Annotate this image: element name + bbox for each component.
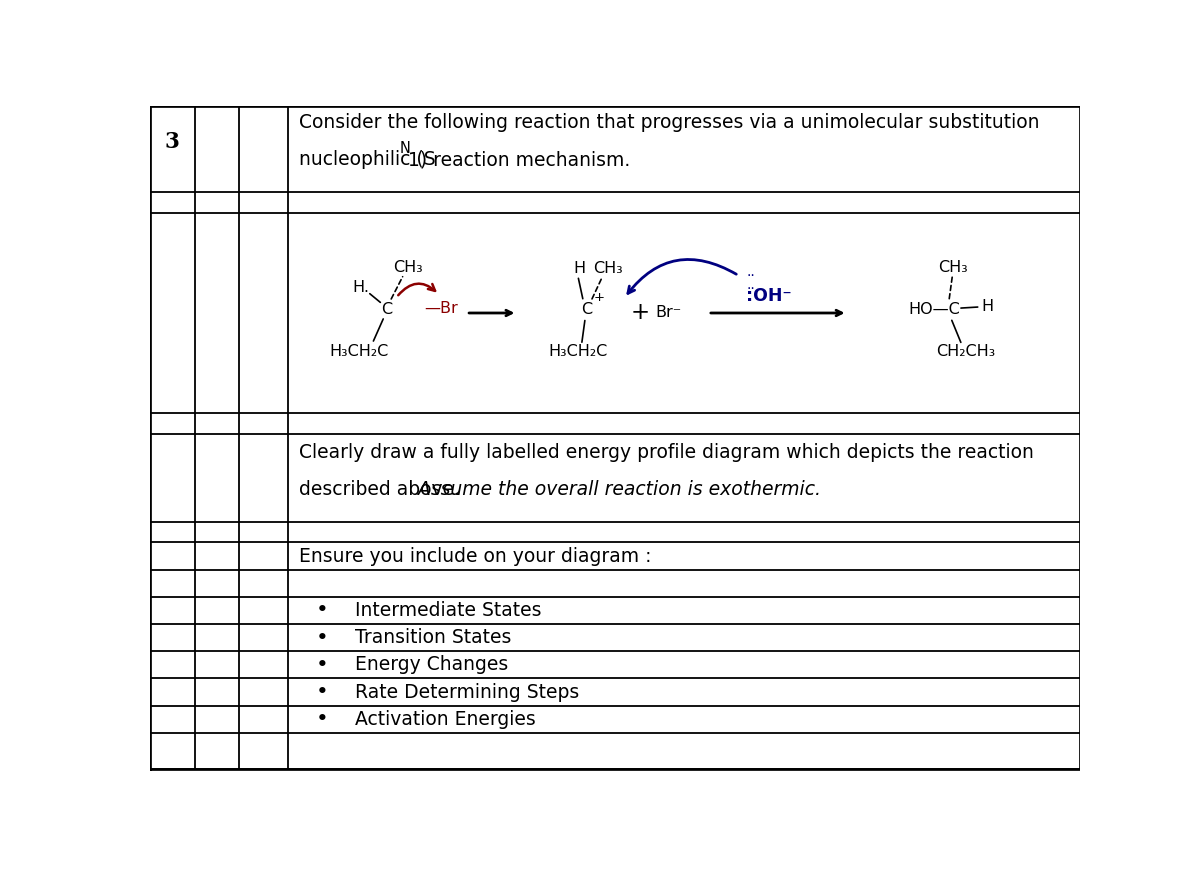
Text: Assume the overall reaction is exothermic.: Assume the overall reaction is exothermi… xyxy=(418,480,821,499)
FancyArrowPatch shape xyxy=(398,283,436,295)
Text: •: • xyxy=(316,600,329,621)
Text: N: N xyxy=(400,140,410,155)
Text: H₃CH₂C: H₃CH₂C xyxy=(330,344,389,359)
Text: H: H xyxy=(980,298,994,313)
Text: +: + xyxy=(630,301,649,324)
Text: ⋅⋅: ⋅⋅ xyxy=(746,268,755,283)
Text: ⋅⋅: ⋅⋅ xyxy=(746,283,755,296)
Text: Intermediate States: Intermediate States xyxy=(355,601,541,620)
Text: Br⁻: Br⁻ xyxy=(656,306,682,321)
Text: +: + xyxy=(594,291,605,304)
Text: H.: H. xyxy=(353,280,370,295)
Text: •: • xyxy=(316,709,329,729)
Text: C: C xyxy=(382,302,392,317)
Text: Ensure you include on your diagram :: Ensure you include on your diagram : xyxy=(299,547,652,565)
Text: —Br: —Br xyxy=(425,301,458,316)
Text: 1) reaction mechanism.: 1) reaction mechanism. xyxy=(408,150,630,170)
FancyArrowPatch shape xyxy=(628,260,737,293)
Text: •: • xyxy=(316,655,329,675)
Text: 3: 3 xyxy=(164,132,180,154)
Text: •: • xyxy=(316,628,329,647)
Text: Energy Changes: Energy Changes xyxy=(355,655,508,675)
Text: H: H xyxy=(574,261,586,276)
Text: HO—C: HO—C xyxy=(908,302,960,317)
Text: C: C xyxy=(582,302,593,317)
Text: described above.: described above. xyxy=(299,480,472,499)
Text: •: • xyxy=(316,682,329,702)
Text: Activation Energies: Activation Energies xyxy=(355,710,535,728)
Text: Transition States: Transition States xyxy=(355,628,511,647)
Text: nucleophilic (S: nucleophilic (S xyxy=(299,150,436,170)
Text: Consider the following reaction that progresses via a unimolecular substitution: Consider the following reaction that pro… xyxy=(299,113,1039,132)
Text: CH₂CH₃: CH₂CH₃ xyxy=(936,344,995,359)
Text: Rate Determining Steps: Rate Determining Steps xyxy=(355,683,578,701)
Text: CH₃: CH₃ xyxy=(392,260,422,275)
Text: :OH⁻: :OH⁻ xyxy=(746,287,792,305)
Text: Clearly draw a fully labelled energy profile diagram which depicts the reaction: Clearly draw a fully labelled energy pro… xyxy=(299,442,1033,462)
Text: CH₃: CH₃ xyxy=(593,261,623,276)
Text: CH₃: CH₃ xyxy=(937,260,967,275)
Text: H₃CH₂C: H₃CH₂C xyxy=(548,344,607,359)
